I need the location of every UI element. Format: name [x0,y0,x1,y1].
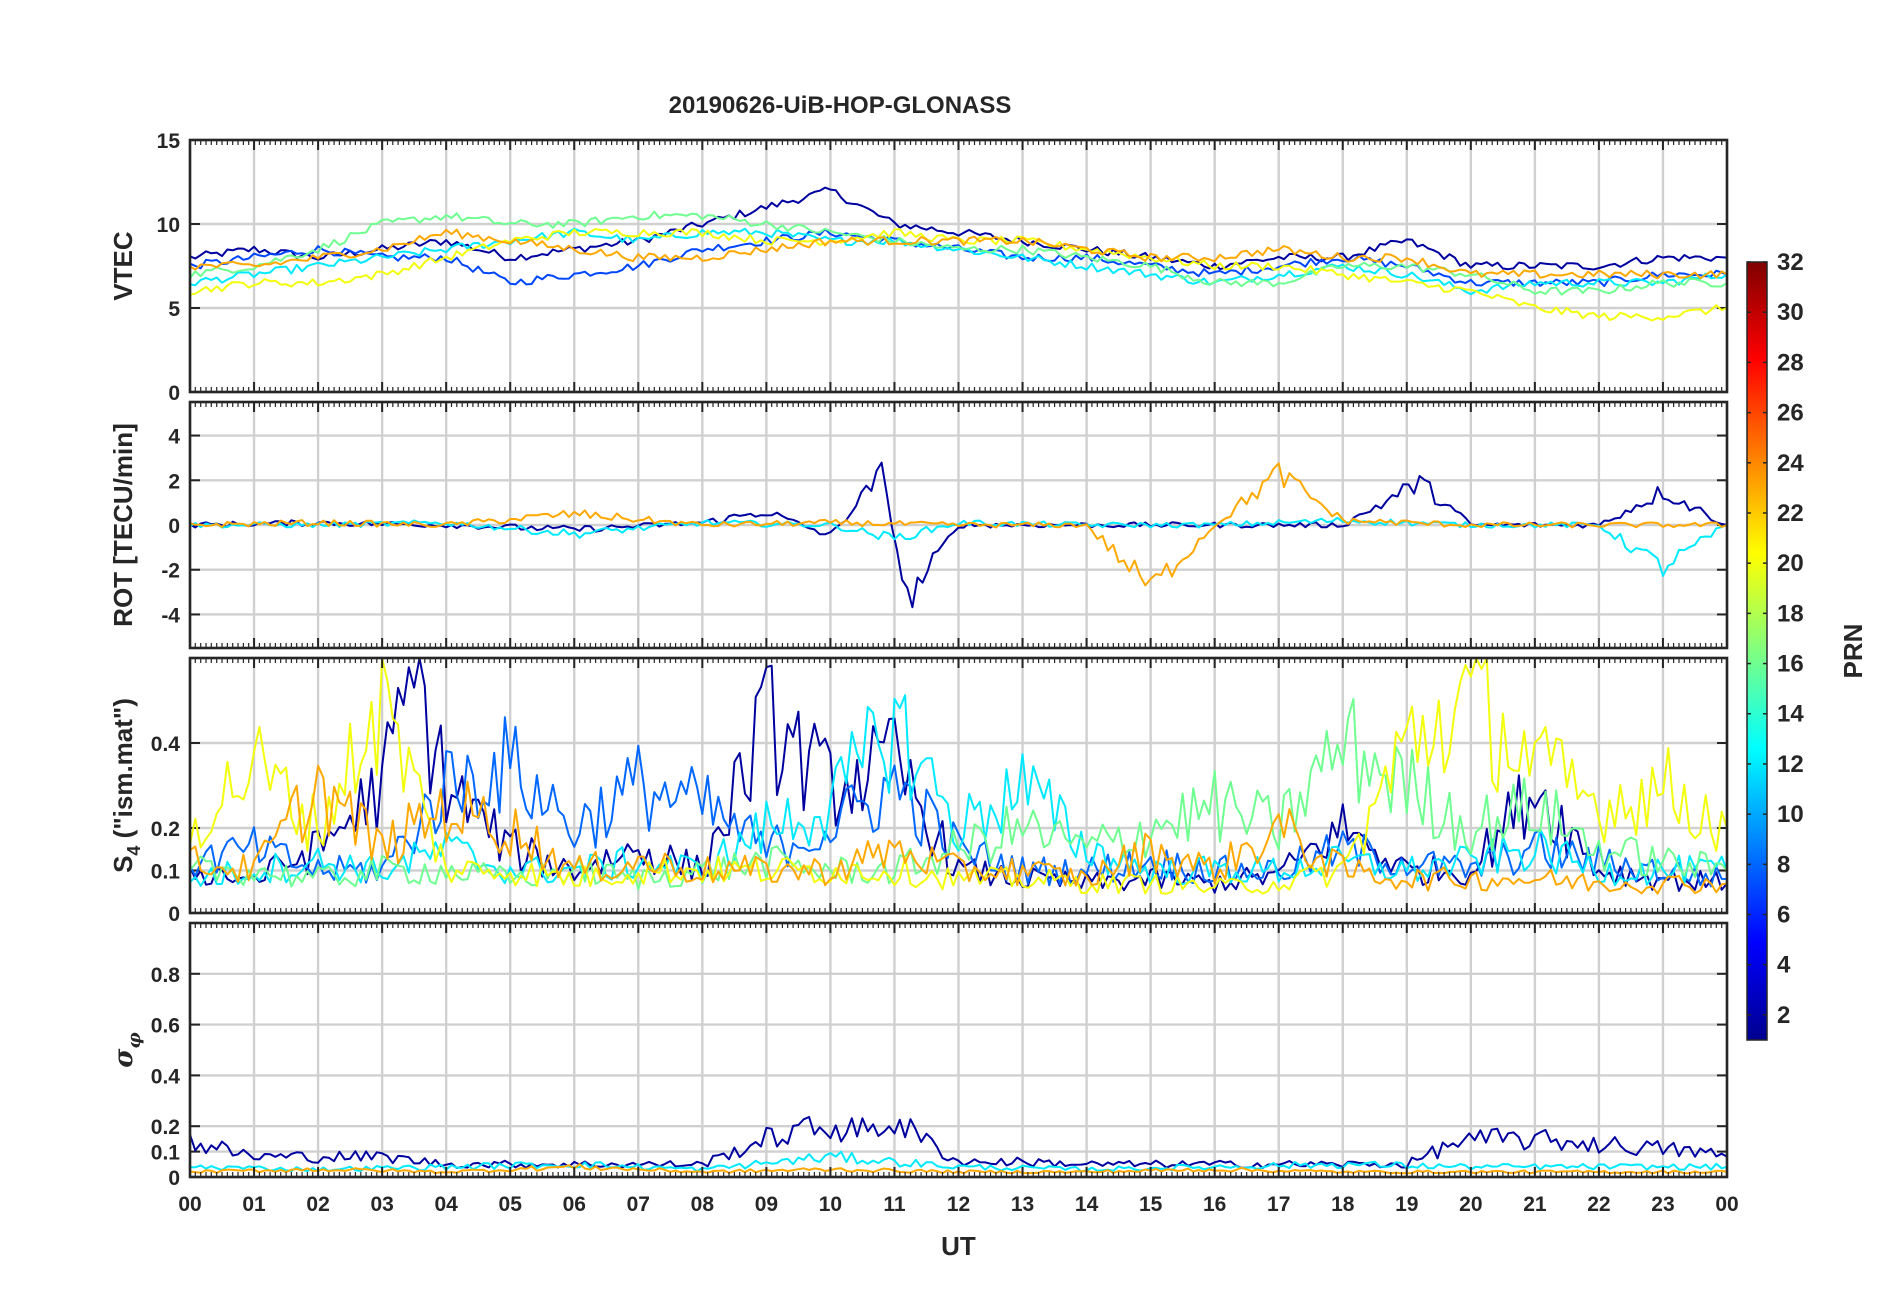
y-axis-label-vtec: VTEC [108,231,138,301]
x-tick-label: 10 [819,1193,842,1216]
x-tick-label: 08 [691,1193,715,1216]
x-tick-label: 06 [563,1193,586,1216]
x-minor-ticks [194,923,1723,1177]
y-axis-label-sigma: σφ [109,1032,145,1068]
y-axis-label-rot: ROT [TECU/min] [108,423,138,627]
y-tick-label: 10 [157,214,180,237]
series-prn-23 [189,228,1728,280]
colorbar-tick-label: 30 [1777,299,1804,326]
series-prn-16 [189,210,1728,296]
axes-box-sigma [188,921,1729,1179]
x-tick-label: 15 [1139,1193,1163,1216]
colorbar-tick-label: 28 [1777,349,1804,376]
panel-s4: 0 0.1 0.2 0.4 S4 ("ism.mat") [108,656,1729,926]
x-tick-label: 23 [1651,1193,1674,1216]
series-prn-23 [189,462,1728,587]
x-tick-label: 07 [627,1193,650,1216]
y-tick-label: 0.8 [151,964,181,987]
series-prn-2 [189,1116,1728,1169]
y-tick-label: -2 [161,560,180,583]
colorbar-tick-label: 22 [1777,500,1804,527]
y-tick-label: 0.1 [151,861,181,884]
y-tick-label: 0.2 [151,1116,180,1139]
colorbar-tick-label: 32 [1777,249,1804,276]
panel-rot: -4 -2 0 2 4 ROT [TECU/min] [108,400,1729,650]
x-tick-label: 03 [370,1193,393,1216]
x-tick-label: 12 [947,1193,970,1216]
x-tick-label: 11 [883,1193,906,1216]
series-prn-2 [189,657,1728,894]
series-prn-12 [189,227,1728,296]
colorbar-tick-label: 12 [1777,751,1804,778]
x-tick-label: 05 [499,1193,523,1216]
colorbar-tick-label: 26 [1777,400,1804,427]
x-tick-label: 00 [1715,1193,1738,1216]
x-minor-ticks [194,140,1723,392]
x-tick-label: 02 [306,1193,329,1216]
y-tick-label: 4 [168,426,180,449]
y-tick-label: 0 [168,903,180,926]
y-tick-label: -4 [161,604,180,627]
x-tick-label: 19 [1395,1193,1418,1216]
colorbar-tick-label: 2 [1777,1002,1790,1029]
x-tick-label: 01 [242,1193,266,1216]
y-tick-label: 0 [168,1167,180,1190]
series-prn-8 [189,716,1728,888]
colorbar-tick-label: 18 [1777,600,1804,627]
y-tick-label: 5 [168,298,180,321]
series-prn-12 [189,516,1728,577]
x-tick-label: 20 [1459,1193,1482,1216]
chart-title: 20190626-UiB-HOP-GLONASS [669,92,1012,119]
x-axis-label: UT [941,1231,976,1261]
axes-box-vtec [188,138,1729,394]
x-tick-label: 22 [1587,1193,1610,1216]
y-tick-label: 0.1 [151,1142,181,1165]
colorbar-tick-label: 8 [1777,851,1790,878]
y-tick-label: 0.4 [151,1065,181,1088]
series-prn-7 [189,228,1728,288]
x-minor-ticks [194,402,1723,648]
x-tick-label: 09 [755,1193,778,1216]
colorbar-tick-label: 6 [1777,902,1790,929]
colorbar-tick-label: 14 [1777,701,1804,728]
colorbar-tick-label: 24 [1777,450,1804,477]
colorbar-scale [1746,261,1768,1041]
y-axis-label-s4: S4 ("ism.mat") [108,698,144,873]
y-tick-label: 0.2 [151,818,180,841]
axes-box-rot [188,400,1729,650]
y-tick-label: 0 [168,515,180,538]
series-prn-2 [189,186,1728,271]
y-tick-label: 2 [168,470,180,493]
x-tick-label: 13 [1011,1193,1034,1216]
series-prn-2 [189,461,1728,609]
x-tick-label: 21 [1523,1193,1547,1216]
x-tick-label: 00 [178,1193,201,1216]
series-prn-20 [189,657,1728,895]
colorbar-tick-label: 10 [1777,801,1804,828]
y-tick-label: 15 [157,130,181,153]
x-tick-label: 16 [1203,1193,1226,1216]
colorbar-tick-label: 4 [1777,952,1791,979]
x-minor-ticks [194,658,1723,913]
axes-box-s4 [188,656,1729,915]
x-tick-label: 17 [1267,1193,1290,1216]
x-tick-label: 04 [434,1193,458,1216]
y-tick-label: 0.4 [151,733,181,756]
colorbar-label: PRN [1838,624,1868,679]
x-tick-label: 18 [1331,1193,1355,1216]
colorbar-tick-label: 20 [1777,550,1804,577]
series-prn-23 [189,764,1728,895]
panel-sigma: 00.1 0.2 0.4 0.6 0.8 σφ [109,921,1729,1190]
series-prn-16 [189,697,1728,891]
y-tick-label: 0.6 [151,1015,180,1038]
colorbar-tick-label: 16 [1777,651,1804,678]
panel-vtec: 0 5 10 15 VTEC [108,130,1729,405]
x-tick-label: 14 [1075,1193,1099,1216]
y-tick-label: 0 [168,382,180,405]
